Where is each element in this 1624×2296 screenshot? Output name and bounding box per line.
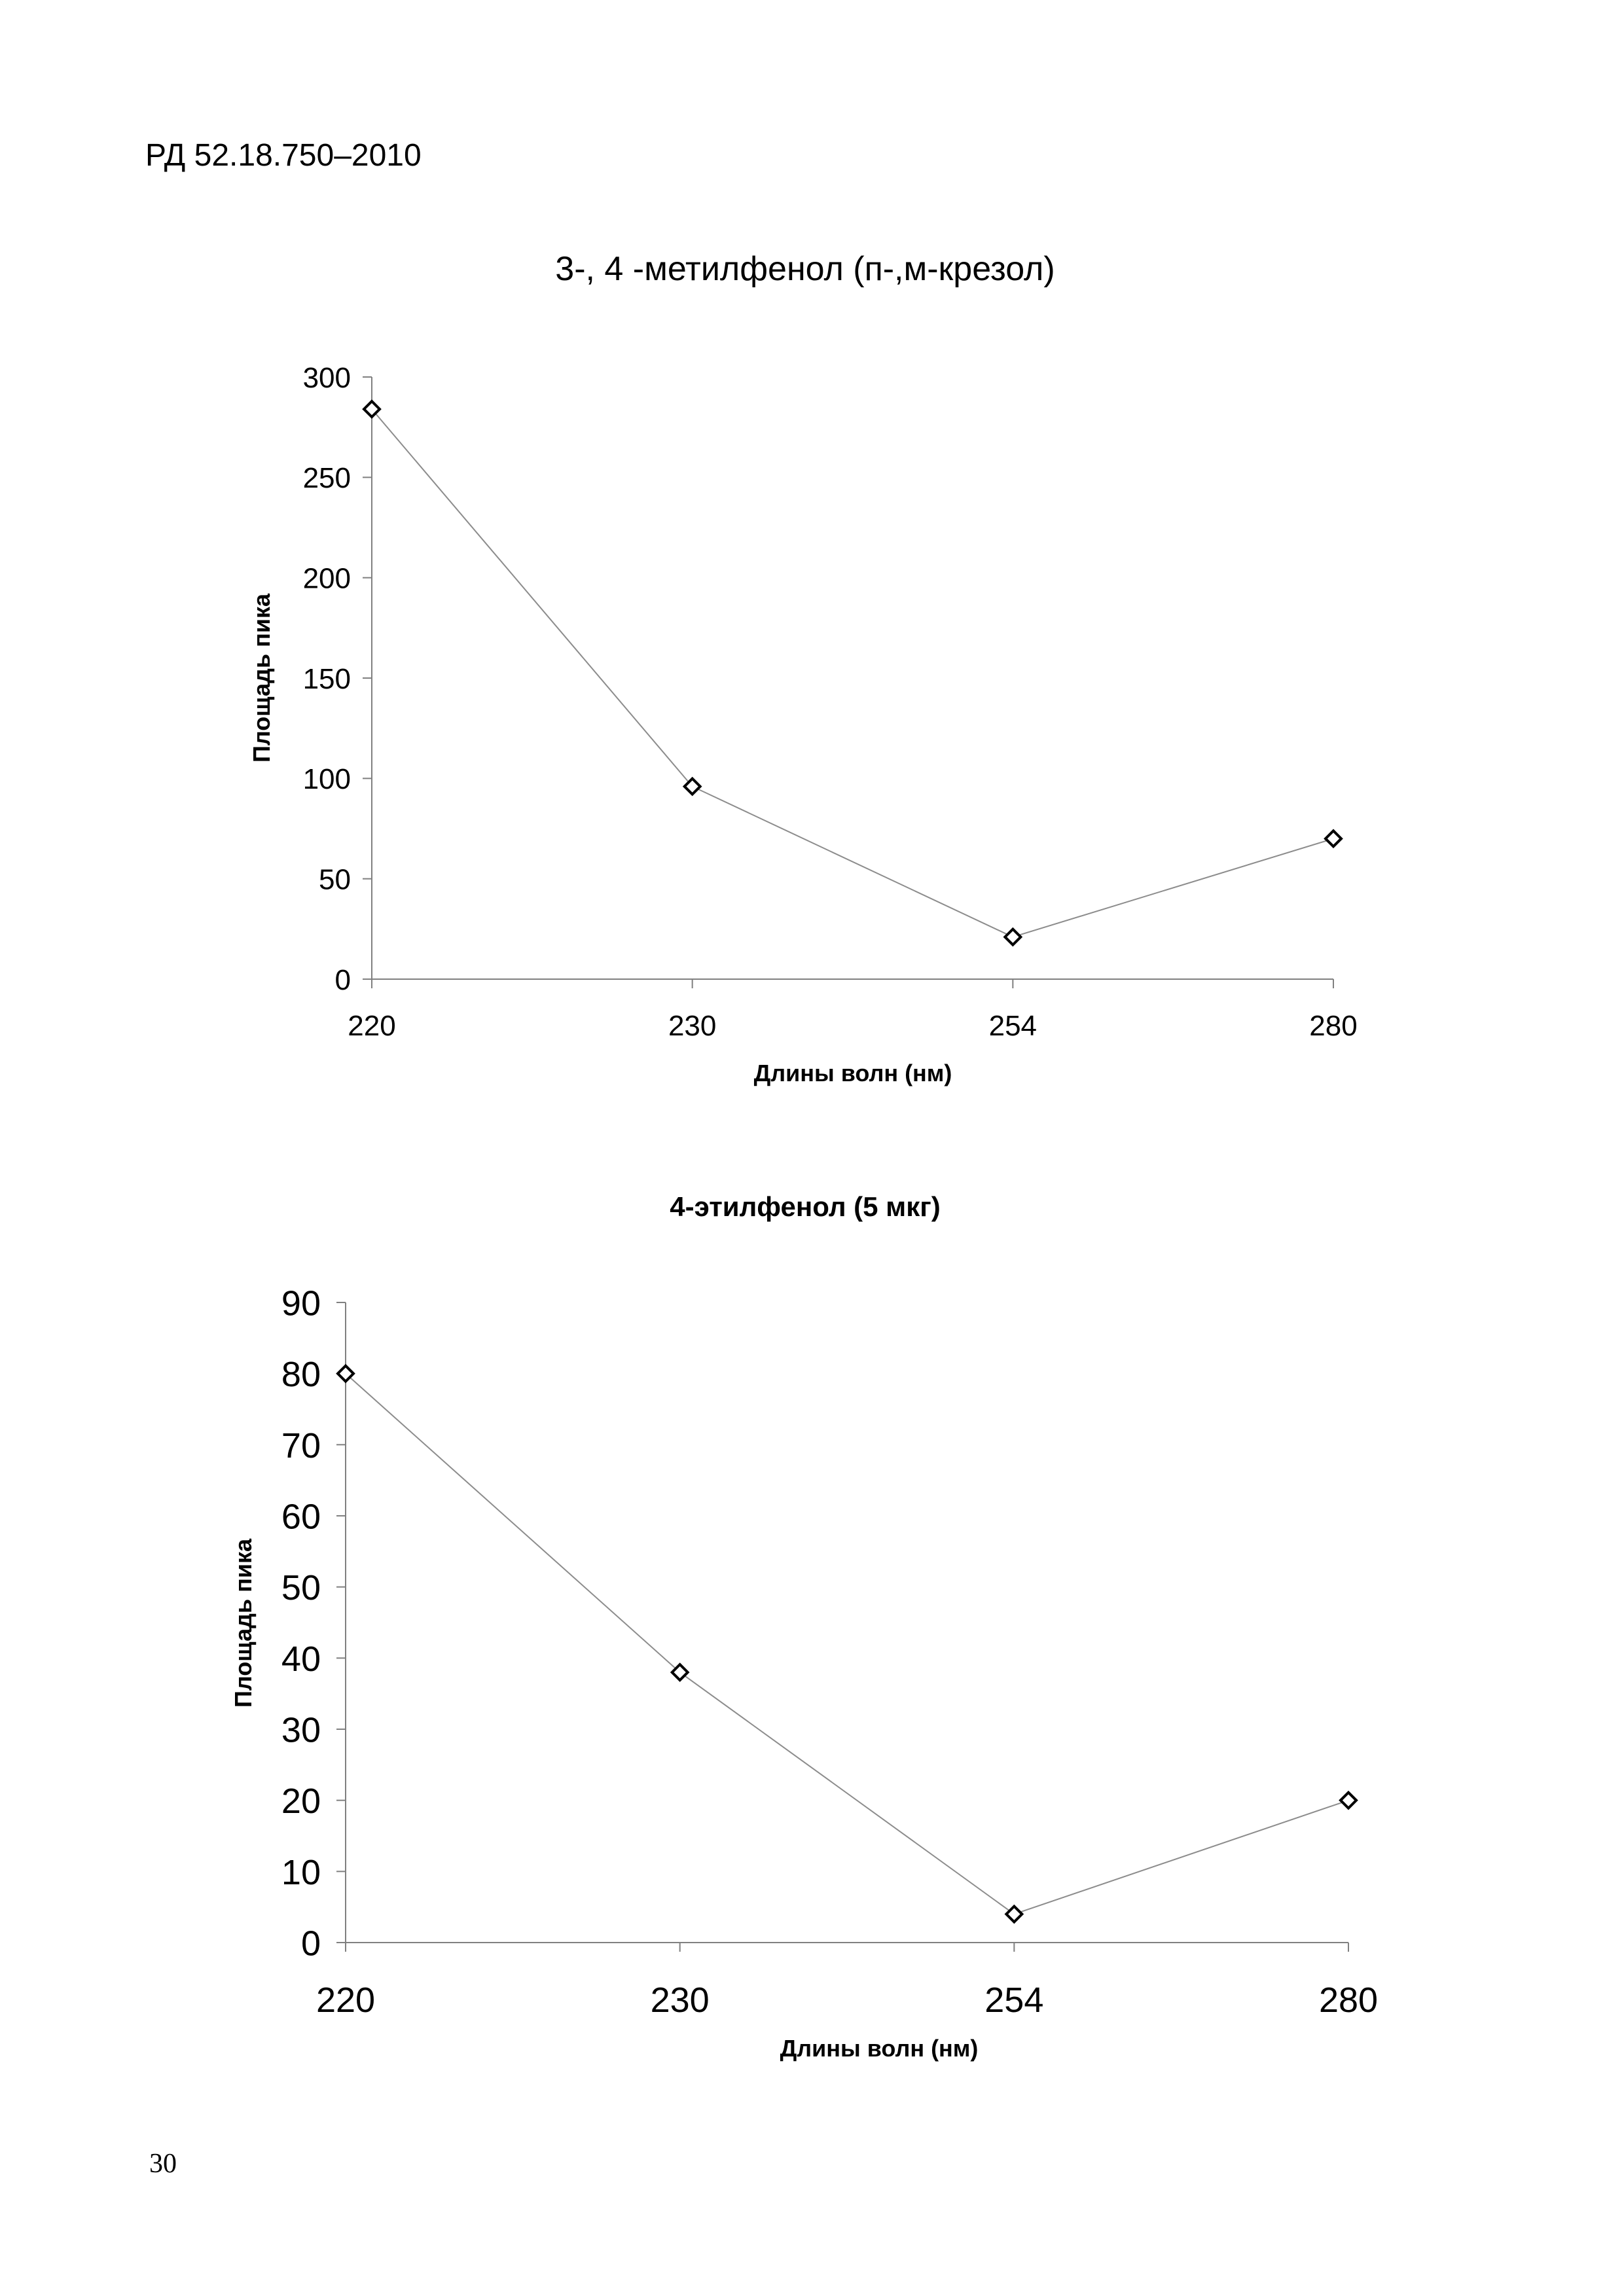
- x-tick-label: 230: [651, 1981, 710, 2020]
- y-tick-label: 0: [335, 964, 351, 996]
- y-tick-label: 100: [303, 763, 351, 795]
- y-tick-label: 80: [281, 1355, 321, 1394]
- series-line: [371, 408, 1334, 938]
- data-point-marker: [362, 399, 382, 419]
- x-tick-label: 230: [668, 1010, 716, 1042]
- data-point-marker: [682, 776, 702, 797]
- series-line: [345, 1372, 1349, 1915]
- data-point-marker: [1003, 927, 1023, 947]
- y-tick-label: 250: [303, 462, 351, 494]
- x-tick-label: 220: [348, 1010, 395, 1042]
- x-tick-label: 254: [984, 1981, 1043, 2020]
- x-axis-label: Длины волн (нм): [780, 2035, 979, 2062]
- y-tick-label: 40: [281, 1640, 321, 1679]
- y-tick-label: 150: [303, 663, 351, 695]
- y-tick-label: 50: [319, 864, 351, 896]
- chart-ethylphenol: 4-этилфенол (5 мкг) 0 10 20 30 40 50 60 70 80 90 22…: [230, 1191, 1378, 2062]
- y-tick-label: 200: [303, 563, 351, 595]
- y-tick-label: 60: [281, 1497, 321, 1536]
- data-point-marker: [1004, 1904, 1024, 1924]
- data-point-marker: [1324, 829, 1343, 849]
- data-point-marker: [336, 1363, 355, 1384]
- y-tick-label: 50: [281, 1568, 321, 1607]
- y-tick-label: 90: [281, 1283, 321, 1323]
- y-tick-label: 30: [281, 1710, 321, 1749]
- document-code: РД 52.18.750–2010: [145, 138, 422, 173]
- y-tick-label: 10: [281, 1853, 321, 1892]
- data-point-marker: [1339, 1790, 1358, 1810]
- y-tick-label: 20: [281, 1782, 321, 1821]
- y-tick-label: 300: [303, 362, 351, 394]
- y-axis-label: Площадь пика: [230, 1538, 257, 1708]
- x-axis-label: Длины волн (нм): [754, 1060, 952, 1086]
- chart-title: 3-, 4 -метилфенол (п-,м-крезол): [555, 250, 1055, 288]
- y-tick-label: 70: [281, 1426, 321, 1465]
- x-tick-label: 220: [316, 1981, 375, 2020]
- x-tick-label: 254: [989, 1010, 1037, 1042]
- y-tick-label: 0: [301, 1924, 321, 1963]
- chart-methylphenol: 3-, 4 -метилфенол (п-,м-крезол) 0 50 100 150…: [248, 250, 1358, 1086]
- y-axis-label: Площадь пика: [248, 593, 275, 762]
- chart-title: 4-этилфенол (5 мкг): [670, 1191, 941, 1222]
- data-point-marker: [670, 1662, 690, 1682]
- x-tick-label: 280: [1319, 1981, 1378, 2020]
- x-tick-label: 280: [1309, 1010, 1357, 1042]
- page-number: 30: [149, 2149, 177, 2179]
